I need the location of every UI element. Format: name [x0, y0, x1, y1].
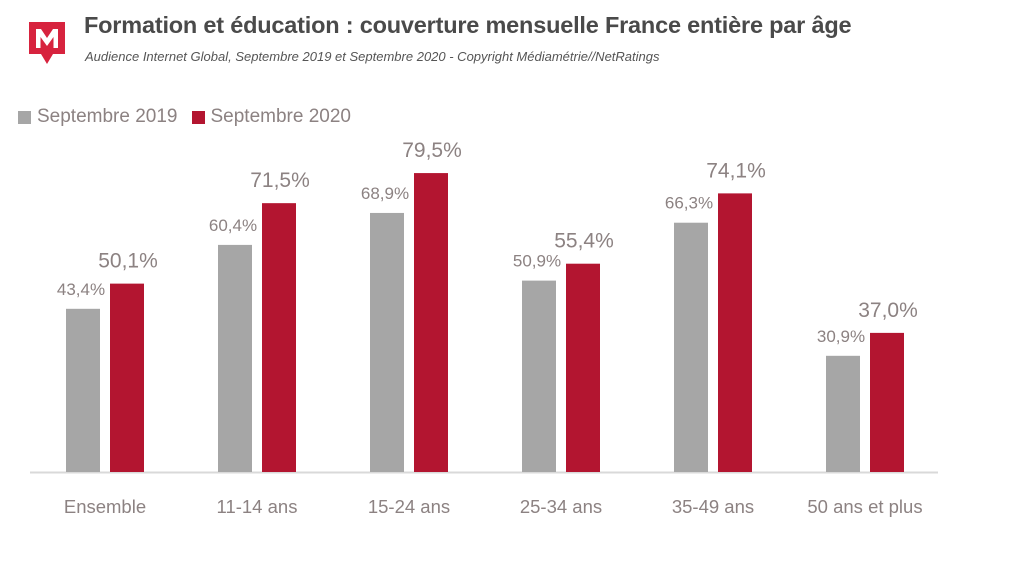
- data-label-2019-0: 43,4%: [57, 280, 105, 299]
- bar-2019-2: [370, 212, 404, 472]
- bar-2020-1: [262, 203, 296, 472]
- bar-2020-4: [718, 193, 752, 472]
- bar-2020-2: [414, 173, 448, 472]
- data-label-2020-2: 79,5%: [402, 139, 462, 162]
- category-label-2: 15-24 ans: [368, 496, 450, 517]
- data-label-2020-3: 55,4%: [554, 230, 614, 253]
- mediametrie-logo-icon: [27, 20, 67, 66]
- legend-item-2020: Septembre 2020: [191, 106, 352, 128]
- bar-2020-5: [870, 332, 904, 472]
- bar-2019-1: [218, 244, 252, 472]
- data-label-2020-0: 50,1%: [98, 250, 158, 273]
- bar-2019-0: [66, 308, 100, 472]
- data-label-2020-4: 74,1%: [706, 159, 766, 182]
- category-label-0: Ensemble: [64, 496, 146, 517]
- bar-2019-5: [826, 355, 860, 472]
- category-label-3: 25-34 ans: [520, 496, 602, 517]
- legend-label-2020: Septembre 2020: [210, 106, 352, 127]
- data-label-2019-5: 30,9%: [817, 327, 865, 346]
- legend-swatch-2020: [191, 110, 205, 124]
- category-label-5: 50 ans et plus: [807, 496, 922, 517]
- chart-subtitle: Audience Internet Global, Septembre 2019…: [85, 49, 660, 64]
- data-label-2019-4: 66,3%: [665, 194, 713, 213]
- category-label-1: 11-14 ans: [217, 496, 298, 517]
- data-label-2019-2: 68,9%: [361, 184, 409, 203]
- legend-swatch-2019: [18, 110, 31, 124]
- legend: Septembre 2019 Septembre 2020: [18, 106, 365, 128]
- legend-label-2019: Septembre 2019: [37, 106, 178, 127]
- legend-item-2019: Septembre 2019: [18, 106, 178, 128]
- data-label-2020-1: 71,5%: [250, 169, 310, 192]
- data-label-2020-5: 37,0%: [858, 299, 918, 322]
- data-label-2019-3: 50,9%: [513, 252, 561, 271]
- bar-2019-4: [674, 222, 708, 472]
- bar-2020-3: [566, 263, 600, 472]
- category-label-4: 35-49 ans: [672, 496, 754, 517]
- bar-2020-0: [110, 283, 144, 472]
- data-label-2019-1: 60,4%: [209, 216, 257, 235]
- chart-title: Formation et éducation : couverture mens…: [84, 12, 852, 38]
- bar-2019-3: [522, 280, 556, 472]
